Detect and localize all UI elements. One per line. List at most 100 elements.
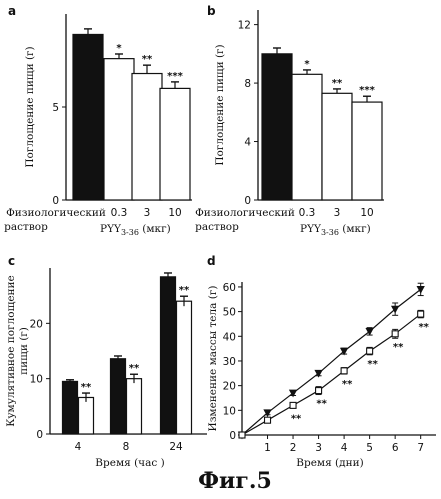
significance-mark: **	[291, 413, 302, 424]
y-tick-label: 0	[52, 195, 59, 207]
bar-0	[261, 53, 293, 201]
significance-mark: **	[418, 322, 429, 333]
y-axis-label: Изменение массы тела (г)	[207, 286, 219, 432]
x-tick-label: 3	[144, 207, 151, 219]
significance-mark: ***	[167, 71, 183, 82]
x-tick-label: 5	[366, 442, 373, 454]
bar-3	[351, 101, 383, 201]
point-square	[238, 431, 246, 439]
x-axis-label: Время (дни)	[296, 457, 363, 469]
figure-title: Фиг.5	[198, 468, 272, 494]
panel-letter: c	[8, 254, 15, 268]
x-tick-label: 1	[264, 442, 271, 454]
y-axis-label: Поглощение пищи (г)	[214, 44, 226, 165]
significance-mark: **	[179, 285, 190, 296]
bar-2	[321, 92, 353, 201]
significance-mark: **	[342, 379, 353, 390]
point-square	[366, 347, 374, 355]
significance-mark: **	[81, 382, 92, 393]
y-tick-label: 8	[244, 78, 251, 90]
y-tick-label: 10	[30, 374, 43, 386]
x-tick-label: 6	[392, 442, 399, 454]
point-triangle	[339, 347, 349, 356]
panel-letter: d	[207, 254, 216, 268]
y-tick-label: 20	[30, 318, 43, 330]
bar-1-1	[125, 378, 143, 435]
panel-letter: b	[207, 4, 216, 18]
significance-mark: ***	[359, 85, 375, 96]
point-triangle	[314, 369, 323, 378]
significance-mark: **	[332, 78, 343, 89]
bar-2-1	[175, 300, 193, 435]
x-tick-label: 3	[315, 442, 322, 454]
x-tick-label: 7	[417, 442, 424, 454]
x-tick-label: 4	[75, 441, 82, 453]
significance-mark: **	[142, 54, 153, 65]
x-tick-label: 3	[334, 207, 341, 219]
bar-1-0	[109, 358, 127, 435]
y-tick-label: 50	[223, 307, 236, 319]
significance-mark: **	[393, 342, 404, 353]
x-label-pyy: PYY3-36 (мкг)	[300, 223, 371, 237]
x-label-saline-line2: раствор	[4, 221, 48, 233]
y-tick-label: 20	[223, 381, 236, 393]
bar-1	[291, 73, 323, 201]
x-tick-label: 0.3	[111, 207, 128, 219]
bar-0-1	[77, 396, 95, 435]
point-square	[315, 387, 323, 395]
y-tick-label: 0	[229, 430, 236, 442]
y-axis-label: Кумулятивное поглощениепищи (г)	[5, 275, 30, 427]
bar-2-0	[159, 276, 177, 435]
x-axis-label: Время (час )	[95, 457, 164, 469]
series-line-1	[241, 313, 422, 436]
x-label-saline-line2: раствор	[195, 221, 239, 233]
x-label-saline-line1: Физиологический	[6, 207, 106, 219]
point-square	[417, 310, 425, 318]
series-line-0	[241, 288, 422, 436]
y-tick-label: 0	[244, 195, 251, 207]
point-triangle	[288, 389, 298, 398]
point-square	[289, 401, 297, 409]
y-tick-label: 60	[223, 282, 236, 294]
panel-d-line-chart: d 0 10 20 30 40 50 60 1 2 3 4 5 6 7 Изменение массы тел…	[207, 254, 436, 469]
significance-mark: **	[129, 363, 140, 374]
y-tick-label: 4	[244, 137, 251, 149]
point-triangle	[263, 409, 272, 418]
y-tick-label: 0	[36, 429, 43, 441]
x-tick-label: 10	[168, 207, 181, 219]
y-tick-label: 10	[223, 405, 236, 417]
y-tick-label: 12	[238, 20, 251, 32]
x-tick-label: 2	[290, 442, 297, 454]
point-square	[391, 330, 399, 338]
bar-0	[72, 33, 104, 201]
bar-2	[131, 72, 163, 201]
significance-mark: **	[316, 399, 327, 410]
y-tick-label: 30	[223, 356, 236, 368]
bar-1	[103, 58, 135, 201]
point-triangle	[390, 305, 400, 314]
panel-letter: a	[8, 4, 16, 18]
x-label-saline-line1: Физиологический	[195, 207, 295, 219]
significance-mark: **	[367, 359, 378, 370]
y-tick-label: 5	[52, 102, 59, 114]
y-axis-label: Поглощение пищи (г)	[24, 46, 36, 167]
x-tick-label: 0.3	[299, 207, 316, 219]
x-tick-label: 24	[169, 441, 183, 453]
point-triangle	[416, 286, 425, 294]
point-square	[263, 416, 272, 424]
y-tick-label: 40	[223, 331, 236, 343]
x-tick-label: 4	[341, 442, 348, 454]
bar-3	[159, 87, 191, 201]
significance-mark: *	[116, 43, 122, 54]
point-triangle	[365, 327, 374, 336]
x-tick-label: 10	[360, 207, 373, 219]
significance-mark: *	[304, 59, 310, 70]
point-square	[340, 367, 348, 375]
x-label-pyy: PYY3-36 (мкг)	[100, 223, 171, 237]
bar-0-0	[61, 380, 79, 435]
x-tick-label: 8	[123, 441, 130, 453]
